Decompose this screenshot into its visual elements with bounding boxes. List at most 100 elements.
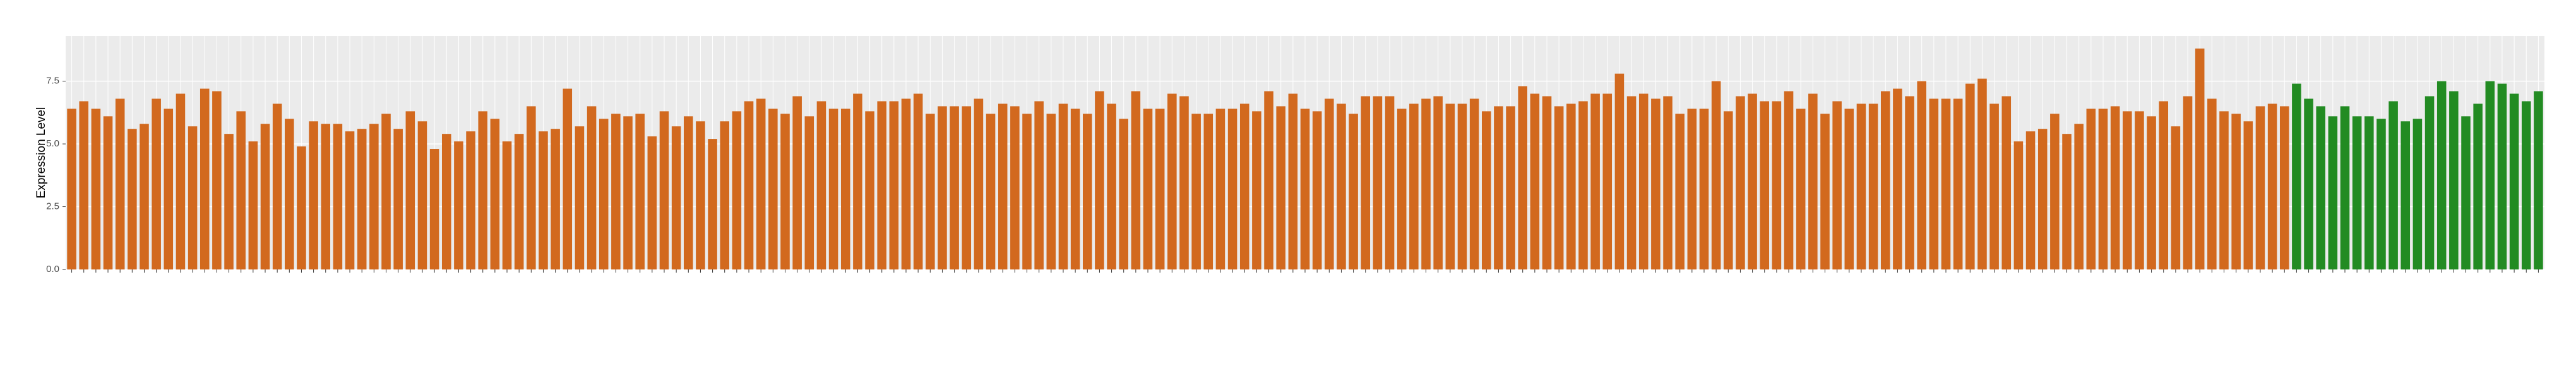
bar	[369, 124, 379, 269]
bar	[2086, 109, 2096, 269]
bar	[1227, 109, 1237, 269]
bar	[938, 106, 947, 270]
bar	[1796, 109, 1806, 269]
bar	[1638, 93, 1649, 269]
bar	[1022, 114, 1032, 269]
bar	[998, 103, 1008, 269]
bar	[828, 109, 838, 269]
bar	[1506, 106, 1515, 270]
bar	[2255, 106, 2265, 270]
bar	[659, 111, 669, 269]
bar	[1385, 96, 1395, 269]
bar	[236, 111, 246, 269]
bar	[1119, 119, 1129, 269]
bar	[2171, 126, 2181, 269]
bar	[1989, 103, 1999, 269]
bar	[2025, 131, 2036, 269]
bar	[792, 96, 802, 269]
y-tick-label: 7.5	[46, 76, 59, 86]
bar	[1155, 109, 1165, 269]
bar	[429, 149, 439, 269]
bar	[1445, 103, 1455, 269]
bar	[539, 131, 548, 269]
bar	[1602, 93, 1613, 269]
bar	[2485, 81, 2495, 269]
bar	[1675, 114, 1685, 269]
bar	[2123, 111, 2132, 269]
bar	[2195, 48, 2205, 270]
bar	[804, 116, 814, 269]
bar	[623, 116, 633, 269]
bar	[345, 131, 355, 269]
bar	[2316, 106, 2325, 270]
bar	[816, 101, 826, 269]
bar	[2050, 114, 2060, 269]
bar	[926, 114, 935, 269]
bar	[1337, 103, 1346, 269]
bar	[224, 134, 234, 269]
bar	[1941, 98, 1951, 269]
bar	[441, 134, 451, 269]
bar	[1820, 114, 1830, 269]
bar	[720, 121, 730, 269]
bar	[212, 91, 222, 269]
bar	[551, 129, 560, 269]
bar	[1191, 114, 1201, 269]
bar	[1554, 106, 1564, 270]
bar	[2183, 96, 2193, 269]
bar	[514, 134, 524, 269]
bar	[466, 131, 475, 269]
bar	[1542, 96, 1552, 269]
bar	[2534, 91, 2543, 269]
bar	[1095, 91, 1104, 269]
bar	[1481, 111, 1491, 269]
bar	[285, 119, 294, 269]
bar	[405, 111, 415, 269]
bar	[1590, 93, 1600, 269]
bar	[732, 111, 742, 269]
bar	[272, 103, 282, 269]
bar	[1699, 109, 1709, 269]
bar	[1131, 91, 1141, 269]
bar	[1312, 111, 1322, 269]
bar	[671, 126, 681, 269]
bar	[417, 121, 427, 269]
bar	[1397, 109, 1407, 269]
bar	[1832, 101, 1842, 269]
bar	[756, 98, 766, 269]
bar	[79, 101, 89, 269]
bar	[2267, 103, 2277, 269]
bar	[1010, 106, 1020, 270]
bar	[152, 98, 161, 269]
bar	[188, 126, 198, 269]
bar	[1614, 73, 1625, 269]
bar	[913, 93, 923, 269]
bar	[599, 119, 609, 269]
y-tick-label: 0.0	[46, 264, 59, 274]
bar	[1687, 109, 1697, 269]
bar	[1349, 114, 1358, 269]
bar	[333, 124, 343, 269]
bar	[478, 111, 487, 269]
bar	[2400, 121, 2411, 269]
bar	[1953, 98, 1963, 269]
bar	[1083, 114, 1092, 269]
bar	[2062, 134, 2072, 269]
bar	[248, 141, 258, 269]
bar	[1361, 96, 1371, 269]
bar	[115, 98, 125, 269]
bar	[2328, 116, 2338, 269]
bar	[309, 121, 318, 269]
bar	[1070, 109, 1080, 269]
bar	[780, 114, 790, 269]
bar	[2497, 83, 2507, 269]
bar	[1663, 96, 1673, 269]
bar	[1868, 103, 1878, 269]
bar	[1530, 93, 1540, 269]
bar	[1409, 103, 1419, 269]
bar	[635, 114, 645, 269]
bar	[2521, 101, 2531, 269]
bar	[527, 106, 536, 270]
bar	[2292, 83, 2301, 269]
bar	[2388, 101, 2398, 269]
